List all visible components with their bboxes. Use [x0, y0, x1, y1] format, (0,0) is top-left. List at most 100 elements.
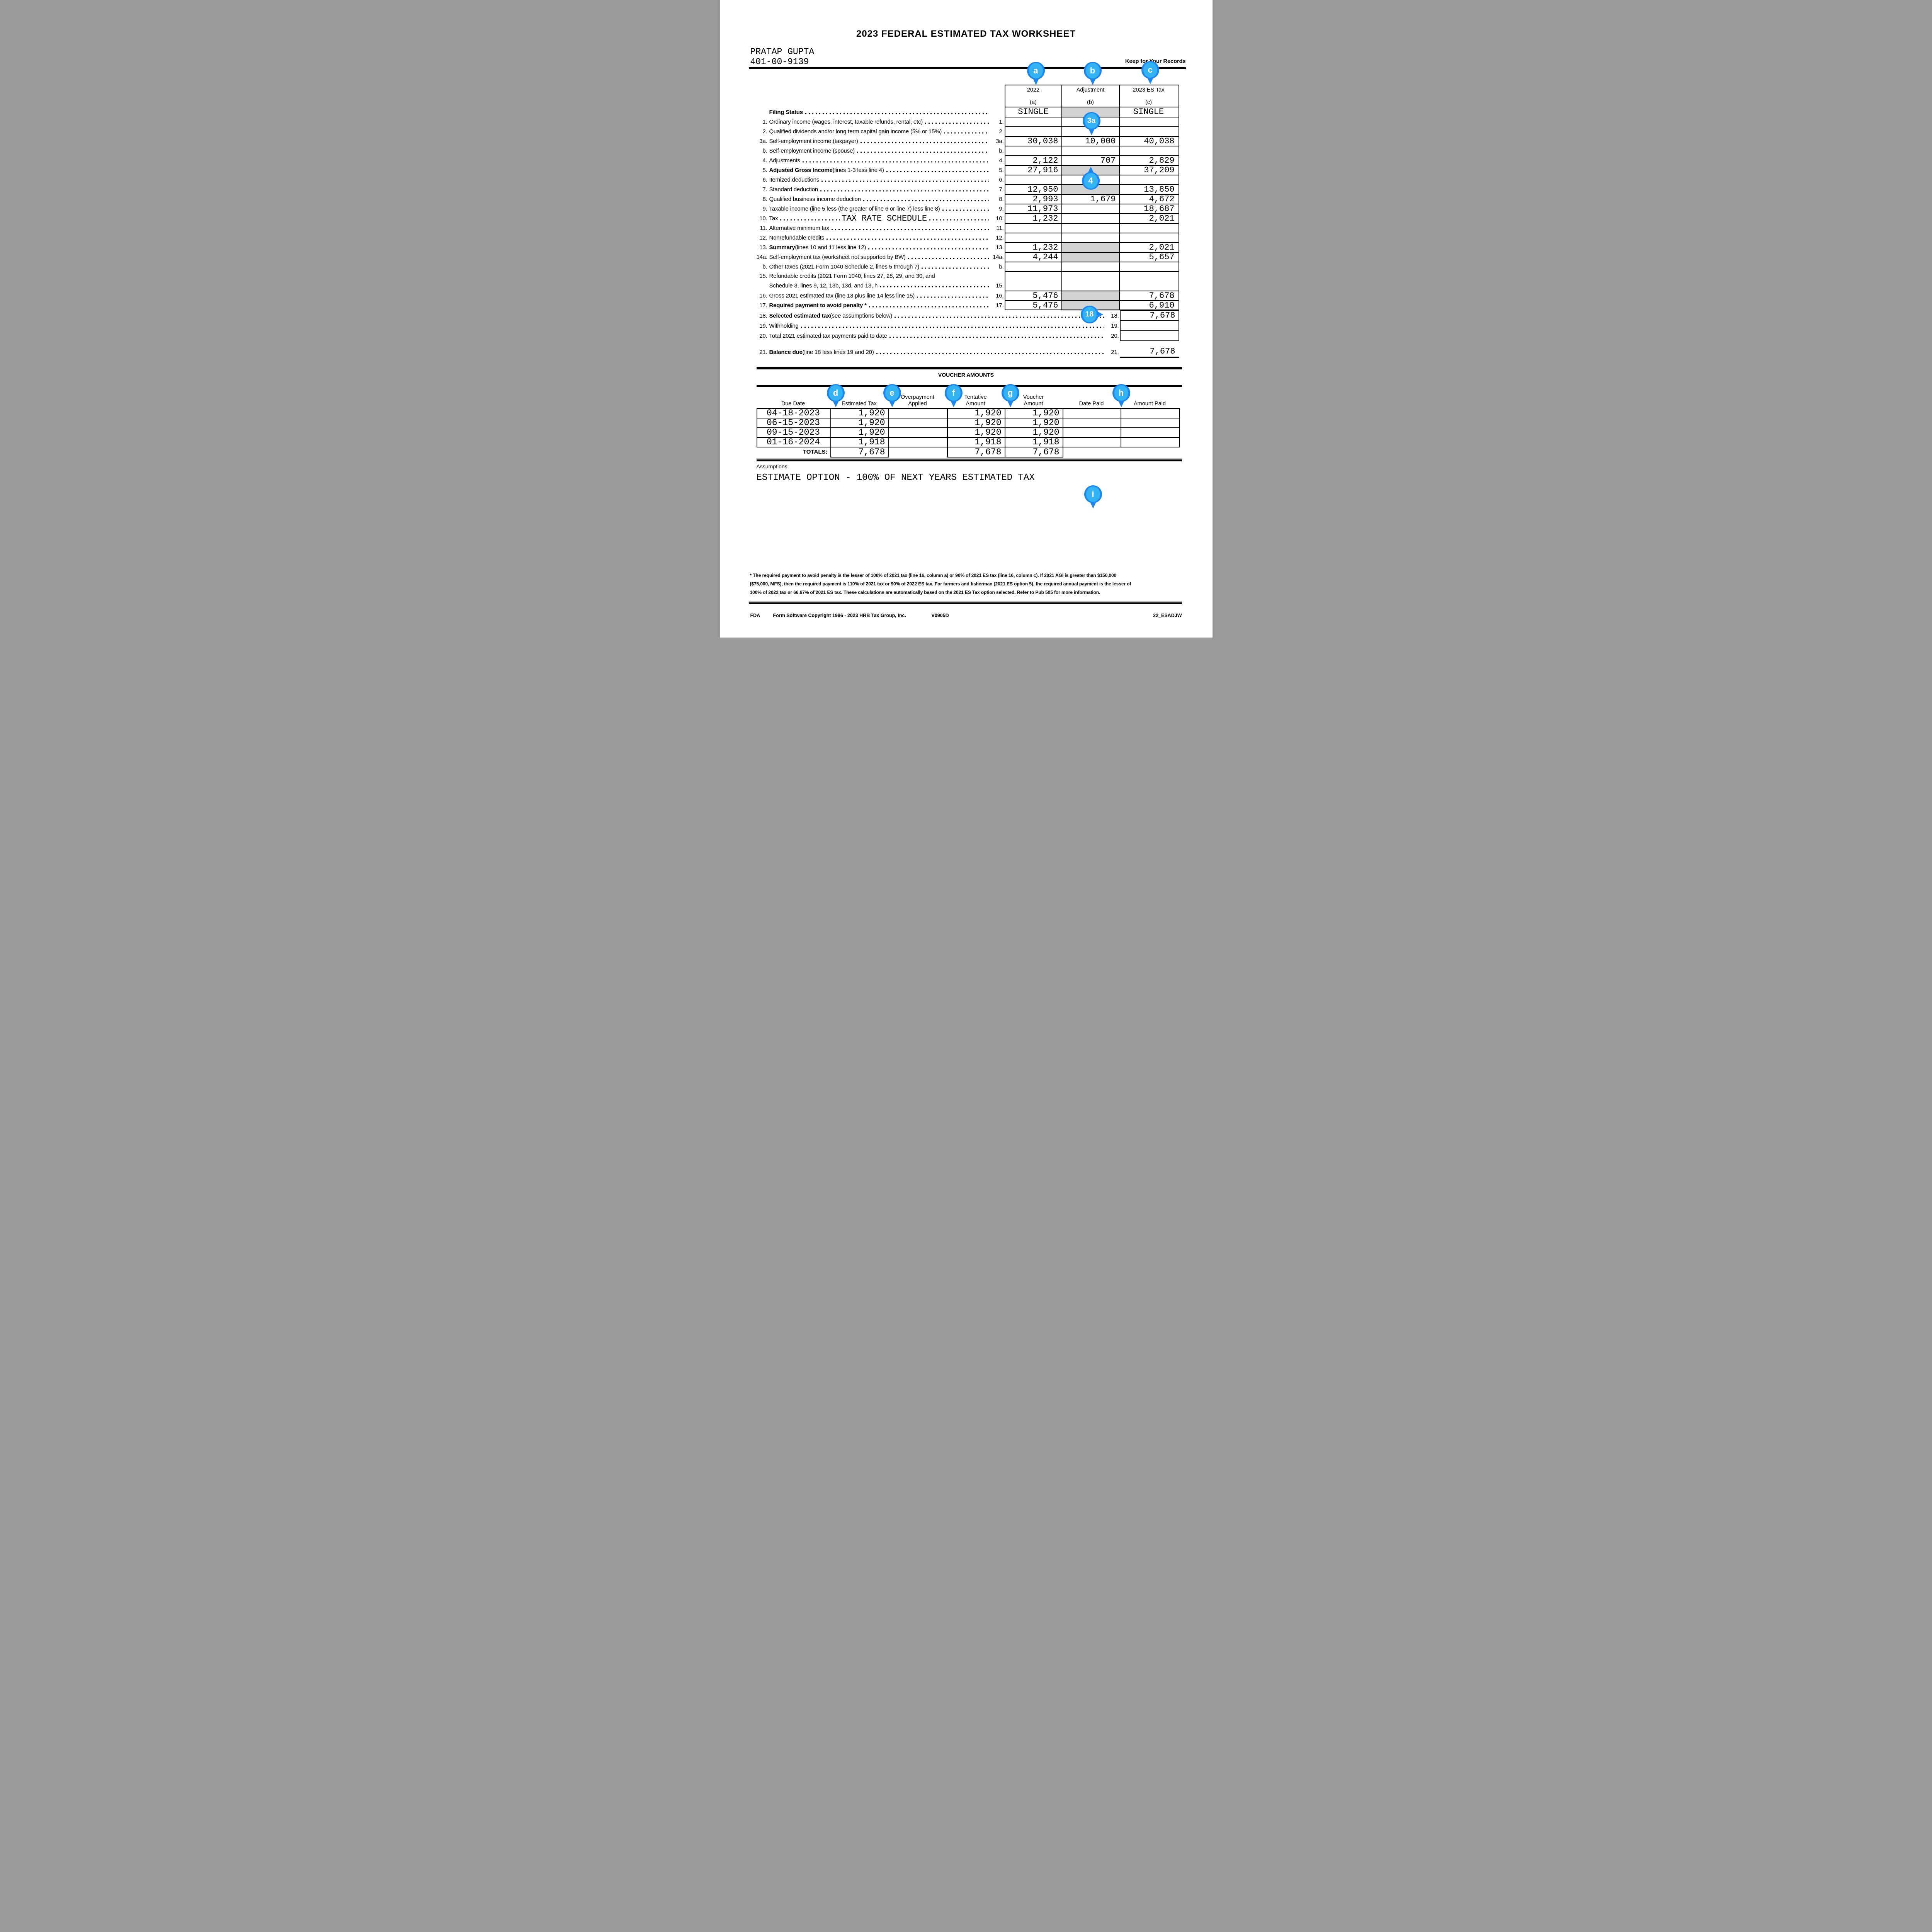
- taxpayer-name: PRATAP GUPTA: [750, 47, 815, 57]
- form-row: b. Other taxes (2021 Form 1040 Schedule 2…: [757, 262, 1004, 272]
- form-row: 6. Itemized deductions 6.: [757, 175, 1003, 185]
- voucher-vouch-value: 1,918: [1032, 437, 1060, 447]
- pin-circle-inner: [1083, 173, 1098, 189]
- pin-tail-down-icon: [832, 401, 839, 407]
- voucher-tent-value: 1,920: [975, 427, 1002, 437]
- pin-label: b: [1090, 66, 1095, 75]
- row-number-right: 14a.: [993, 254, 1004, 260]
- cell-shade-adjustment: [1061, 242, 1120, 253]
- row-label: Self-employment tax (worksheet not suppo…: [769, 254, 906, 260]
- row-label-bold: Balance due: [769, 349, 803, 355]
- cell-shade-adjustment: [1061, 291, 1120, 301]
- pin-tail-up-icon: [1087, 167, 1094, 173]
- pin-circle-icon: 18: [1080, 306, 1099, 323]
- row-number-right: 7.: [999, 186, 1004, 193]
- row-number-right: 21.: [1111, 349, 1119, 355]
- balance-due-value: 7,678: [1150, 347, 1175, 356]
- row-label: Taxable income (line 5 less (the greater…: [769, 206, 940, 212]
- marker-pin-e[interactable]: e: [883, 384, 901, 407]
- row-label: Refundable credits (2021 Form 1040, line…: [769, 273, 935, 279]
- dotted-leader: [820, 190, 989, 192]
- dotted-leader: [857, 151, 989, 153]
- table-hline: [1004, 194, 1179, 195]
- dotted-leader: [860, 142, 989, 143]
- row-number: 9.: [762, 206, 767, 212]
- marker-pin-d[interactable]: d: [827, 384, 845, 407]
- marker-pin-g[interactable]: g: [1001, 384, 1019, 407]
- voucher-column-header: Voucher Amount: [1003, 387, 1065, 407]
- marker-pin-18[interactable]: 18: [1080, 306, 1103, 323]
- row-label-bold: Summary: [769, 244, 795, 251]
- pin-tail-down-icon: [950, 401, 957, 407]
- voucher-est-value: 1,920: [858, 418, 885, 428]
- row-number: 8.: [762, 196, 767, 202]
- marker-pin-i[interactable]: i: [1084, 485, 1102, 509]
- value-cell-c-boxed: [1119, 330, 1179, 341]
- marker-pin-f[interactable]: f: [944, 384, 963, 407]
- voucher-column-header: Tentative Amount: [945, 387, 1007, 407]
- row-label-bold: Required payment to avoid penalty *: [769, 302, 867, 309]
- voucher-header-line: Voucher: [1023, 394, 1044, 400]
- value-cell-a: 4,244: [1032, 252, 1058, 262]
- row-number: 2.: [762, 128, 767, 135]
- row-number-right: 11.: [996, 225, 1004, 231]
- value-cell-b: 707: [1100, 156, 1116, 165]
- pin-circle-inner: [1003, 385, 1017, 401]
- form-row: 9. Taxable income (line 5 less (the great…: [757, 204, 1003, 214]
- table-vline-a-b: [1061, 85, 1062, 310]
- dotted-leader: [868, 248, 989, 250]
- voucher-total-est: 7,678: [858, 447, 885, 457]
- row-number: 19.: [759, 322, 767, 329]
- form-row: 17. Required payment to avoid penalty * 17…: [757, 300, 1003, 311]
- dotted-leader: [827, 238, 989, 240]
- row-label: Alternative minimum tax: [769, 225, 830, 231]
- form-row: 7. Standard deduction 7.: [757, 184, 1004, 195]
- pin-circle-inner: [1114, 385, 1128, 401]
- form-row: 11. Alternative minimum tax 11.: [757, 223, 1004, 233]
- pin-circle-icon: g: [1001, 384, 1019, 402]
- row-number-right: b.: [999, 264, 1004, 270]
- value-cell-c: 4,672: [1149, 194, 1175, 204]
- form-row-bottom: 21. Balance due (line 18 less lines 19 an…: [757, 347, 1119, 357]
- col-header-letter: (b): [1087, 99, 1094, 105]
- pin-label: 3a: [1087, 117, 1096, 125]
- row-number-right: 15.: [996, 282, 1004, 289]
- footer-copyright: Form Software Copyright 1996 - 2023 HRB …: [773, 613, 906, 618]
- voucher-header-line: Applied: [908, 401, 927, 407]
- marker-pin-c[interactable]: c: [1141, 61, 1159, 84]
- table-hline: [1004, 165, 1179, 166]
- pin-circle-icon: b: [1083, 62, 1102, 80]
- voucher-est-value: 1,918: [858, 437, 885, 447]
- pin-circle-inner: [1082, 307, 1097, 322]
- marker-pin-3a[interactable]: 3a: [1082, 112, 1100, 135]
- form-row: b. Self-employment income (spouse) b.: [757, 146, 1003, 156]
- row-number: b.: [762, 264, 767, 270]
- pin-tail-down-icon: [1032, 78, 1039, 85]
- pin-tail-down-icon: [1088, 129, 1095, 135]
- col-header-letter: (a): [1030, 99, 1037, 105]
- pin-tail-down-icon: [1090, 502, 1096, 509]
- value-cell-c: SINGLE: [1133, 107, 1164, 117]
- pin-label: c: [1148, 65, 1153, 75]
- cell-shade-adjustment: [1061, 252, 1120, 262]
- marker-pin-b[interactable]: b: [1083, 62, 1102, 85]
- row-label: Self-employment income (spouse): [769, 148, 855, 154]
- table-hline: [1004, 136, 1179, 137]
- footnote: * The required payment to avoid penalty …: [750, 571, 1183, 597]
- voucher-cell-border: [1062, 437, 1121, 447]
- marker-pin-4[interactable]: 4: [1082, 167, 1100, 190]
- footer-form-code: 22_ESADJW: [1153, 613, 1182, 618]
- marker-pin-a[interactable]: a: [1027, 62, 1045, 85]
- pin-circle-icon: f: [944, 384, 963, 402]
- value-cell-a: 1,232: [1032, 214, 1058, 223]
- dotted-leader: [805, 113, 989, 114]
- col-header-title: Adjustment: [1076, 87, 1105, 93]
- row-number-right: 1.: [999, 119, 1004, 125]
- table-hline: [1004, 271, 1179, 272]
- row-label-bold: Filing Status: [769, 109, 803, 116]
- footnote-line-2: ($75,000, MFS), then the required paymen…: [750, 581, 1131, 587]
- row-number-right: 20.: [1111, 332, 1119, 339]
- marker-pin-h[interactable]: h: [1112, 384, 1130, 407]
- pin-label: 4: [1088, 176, 1093, 185]
- pin-circle-icon: h: [1112, 384, 1130, 402]
